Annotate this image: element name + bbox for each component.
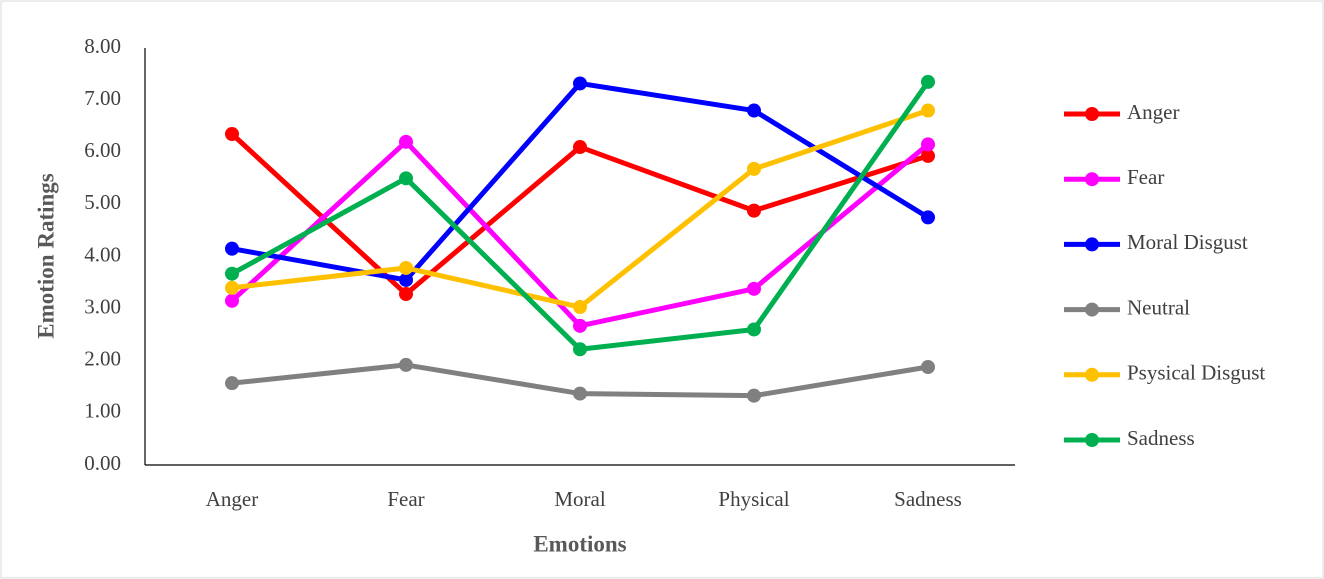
y-tick-label: 5.00 <box>84 190 121 214</box>
data-point <box>399 272 413 287</box>
data-point <box>747 203 761 218</box>
data-point <box>225 241 239 256</box>
legend-label: Psysical Disgust <box>1127 361 1265 385</box>
y-tick-label: 3.00 <box>84 294 121 318</box>
legend-marker <box>1085 433 1099 447</box>
data-point <box>921 103 935 118</box>
x-tick-label: Physical <box>718 487 789 511</box>
legend-label: Anger <box>1127 100 1179 124</box>
legend-marker <box>1085 107 1099 121</box>
data-point <box>399 134 413 149</box>
y-tick-label: 6.00 <box>84 138 121 162</box>
data-point <box>747 322 761 337</box>
data-point <box>225 127 239 142</box>
data-point <box>573 386 587 401</box>
data-point <box>225 376 239 391</box>
data-point <box>573 318 587 333</box>
data-point <box>573 300 587 315</box>
data-point <box>573 140 587 155</box>
legend-marker <box>1085 302 1099 317</box>
y-tick-label: 8.00 <box>84 34 121 58</box>
y-axis-title: Emotion Ratings <box>33 173 58 339</box>
legend-marker <box>1085 367 1099 382</box>
data-point <box>573 76 587 91</box>
data-point <box>921 148 935 163</box>
data-point <box>399 260 413 275</box>
data-point <box>399 171 413 186</box>
data-point <box>747 103 761 118</box>
y-tick-label: 4.00 <box>84 242 121 266</box>
data-point <box>921 137 935 152</box>
y-tick-label: 0.00 <box>84 451 121 475</box>
data-point <box>573 342 587 357</box>
legend-marker <box>1085 172 1099 187</box>
x-axis-title: Emotions <box>533 531 626 556</box>
data-point <box>399 287 413 302</box>
x-tick-label: Moral <box>554 487 605 511</box>
data-point <box>225 280 239 295</box>
y-tick-label: 1.00 <box>84 399 121 423</box>
x-tick-label: Sadness <box>894 487 962 511</box>
data-point <box>747 281 761 296</box>
y-tick-label: 2.00 <box>84 347 121 371</box>
legend-label: Fear <box>1127 165 1164 189</box>
legend-marker <box>1085 237 1099 252</box>
data-point <box>225 266 239 281</box>
x-tick-label: Fear <box>387 487 424 511</box>
data-point <box>747 161 761 176</box>
data-point <box>225 293 239 308</box>
data-point <box>921 74 935 89</box>
x-tick-label: Anger <box>206 487 258 511</box>
data-point <box>399 357 413 372</box>
data-point <box>921 210 935 225</box>
data-point <box>747 388 761 403</box>
data-point <box>921 360 935 375</box>
legend-label: Sadness <box>1127 426 1195 450</box>
legend-label: Neutral <box>1127 295 1190 319</box>
legend-label: Moral Disgust <box>1127 230 1248 254</box>
y-tick-label: 7.00 <box>84 86 121 110</box>
